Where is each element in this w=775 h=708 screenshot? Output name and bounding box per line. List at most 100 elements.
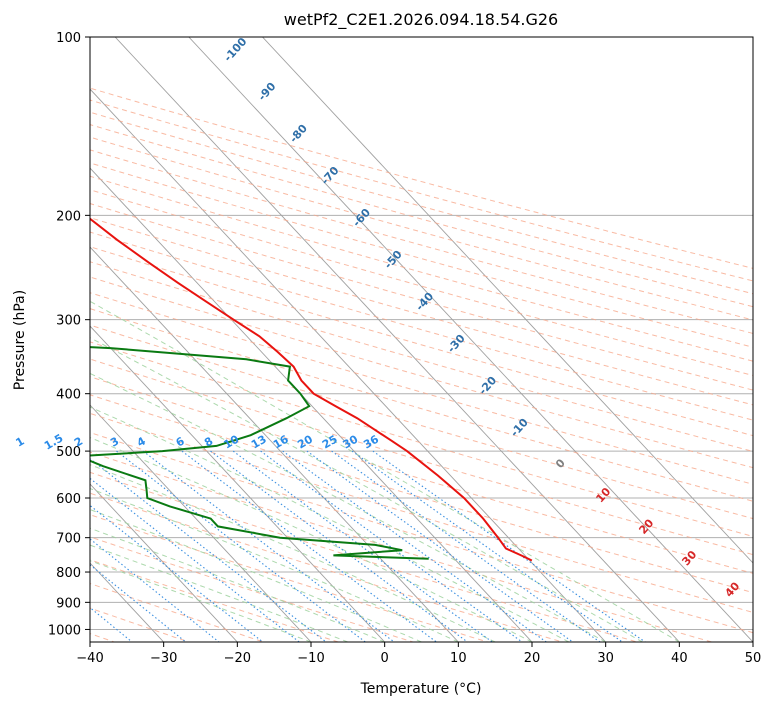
moist-adiabat-line <box>90 300 680 642</box>
y-tick-label: 500 <box>56 445 81 460</box>
dry-adiabat-line <box>90 124 753 308</box>
moist-adiabat-line <box>90 436 533 642</box>
dry-adiabat-label: -60 <box>350 206 373 230</box>
moist-adiabat-line <box>90 508 422 642</box>
dry-adiabat-line <box>90 412 753 613</box>
isotherm-line <box>114 37 680 642</box>
dry-adiabat-label: 0 <box>553 456 568 471</box>
series-layer <box>90 217 533 562</box>
moist-adiabat-line <box>90 527 385 642</box>
mixing-ratio-label: 36 <box>361 432 381 451</box>
dry-adiabat-line <box>90 492 563 642</box>
mixing-ratio-line <box>116 450 366 642</box>
dry-adiabat-line <box>90 514 488 642</box>
dry-adiabat-line <box>90 607 189 642</box>
mixing-ratio-line <box>351 450 623 642</box>
dry-adiabat-line <box>90 376 753 574</box>
dry-adiabat-label: -10 <box>508 416 531 440</box>
mixing-ratio-line <box>90 458 327 642</box>
mixing-ratio-line <box>372 450 646 642</box>
dry-adiabat-line <box>90 276 753 469</box>
y-tick-label: 700 <box>56 532 81 547</box>
dry-adiabat-label: -50 <box>382 248 405 272</box>
x-tick-label: −10 <box>297 651 324 666</box>
line-label-layer: 0.10.20.40.611.52346810131620253036-100-… <box>13 35 742 600</box>
grid-layer <box>90 37 753 642</box>
y-tick-label: 900 <box>56 596 81 611</box>
x-tick-label: 10 <box>450 651 467 666</box>
mixing-ratio-label: 16 <box>271 432 291 451</box>
mixing-ratio-line <box>306 450 574 642</box>
isotherm-line <box>262 37 753 564</box>
y-tick-label: 400 <box>56 388 81 403</box>
temperature-profile-line <box>90 217 533 562</box>
mixing-ratio-line <box>331 450 601 642</box>
dry-adiabat-line <box>90 111 753 295</box>
x-tick-label: 20 <box>524 651 541 666</box>
plot-frame <box>89 36 754 643</box>
dry-adiabat-line <box>90 324 753 520</box>
dry-adiabat-line <box>90 559 339 642</box>
mixing-ratio-line <box>210 450 468 642</box>
mixing-ratio-label: 30 <box>340 432 360 451</box>
isotherm-line <box>90 325 385 642</box>
dry-adiabat-line <box>90 471 638 642</box>
y-tick-label: 800 <box>56 566 81 581</box>
dry-adiabat-label: 10 <box>593 485 613 505</box>
mixing-ratio-label: 20 <box>295 432 315 451</box>
mixing-ratio-label: 1 <box>13 435 26 450</box>
dry-adiabat-label: 20 <box>636 516 656 536</box>
dry-adiabat-line <box>90 582 264 642</box>
dry-adiabat-line <box>90 175 753 362</box>
isotherm-line <box>90 88 606 642</box>
y-tick-label: 1000 <box>48 623 81 638</box>
mixing-ratio-line <box>142 450 395 642</box>
dry-adiabat-line <box>90 451 712 642</box>
mixing-ratio-line <box>90 477 300 642</box>
dry-adiabat-label: -30 <box>445 332 468 356</box>
moist-adiabat-line <box>90 372 606 642</box>
moist-adiabat-line <box>90 544 348 642</box>
mixing-ratio-label: 10 <box>222 432 242 451</box>
mixing-ratio-line <box>90 538 220 642</box>
mixing-ratio-line <box>282 450 547 642</box>
y-tick-label: 100 <box>56 31 81 46</box>
dry-adiabat-line <box>90 162 753 348</box>
dry-adiabat-label: 40 <box>722 579 742 599</box>
mixing-ratio-line <box>181 450 437 642</box>
dry-adiabat-label: -80 <box>287 122 310 146</box>
dry-adiabat-label: 30 <box>679 548 699 568</box>
isotherm-line <box>90 246 459 642</box>
moist-adiabat-line <box>90 487 459 642</box>
dry-adiabat-line <box>90 231 753 421</box>
mixing-ratio-label: 6 <box>174 434 187 449</box>
moist-adiabat-line <box>90 337 643 642</box>
mixing-ratio-line <box>232 450 493 642</box>
x-tick-label: −40 <box>76 651 103 666</box>
chart-title: wetPf2_C2E1.2026.094.18.54.G26 <box>284 10 558 30</box>
y-tick-label: 600 <box>56 492 81 507</box>
dry-adiabat-label: -40 <box>413 290 436 314</box>
x-tick-label: 0 <box>381 651 389 666</box>
moist-adiabat-line <box>90 560 312 642</box>
y-tick-label: 200 <box>56 209 81 224</box>
moist-adiabat-line <box>90 406 570 642</box>
x-tick-label: 40 <box>671 651 688 666</box>
isotherm-line <box>90 404 312 642</box>
y-axis-label: Pressure (hPa) <box>12 290 28 390</box>
x-tick-label: 50 <box>745 651 762 666</box>
isotherm-line <box>90 483 238 642</box>
y-tick-label: 300 <box>56 314 81 329</box>
dry-adiabat-label: -90 <box>256 80 279 104</box>
x-tick-label: −20 <box>224 651 251 666</box>
dry-adiabat-line <box>90 341 753 537</box>
dry-adiabat-line <box>90 431 753 634</box>
mixing-ratio-line <box>260 450 523 642</box>
isotherm-line <box>188 37 753 642</box>
x-tick-label: −30 <box>150 651 177 666</box>
x-axis-label: Temperature (°C) <box>360 681 482 697</box>
dry-adiabat-label: -100 <box>221 35 249 64</box>
dewpoint-profile-line <box>90 346 429 560</box>
axis-layer: −40 −30 −20 −10 0 10 20 30 40 5010020030040050060… <box>48 31 761 666</box>
